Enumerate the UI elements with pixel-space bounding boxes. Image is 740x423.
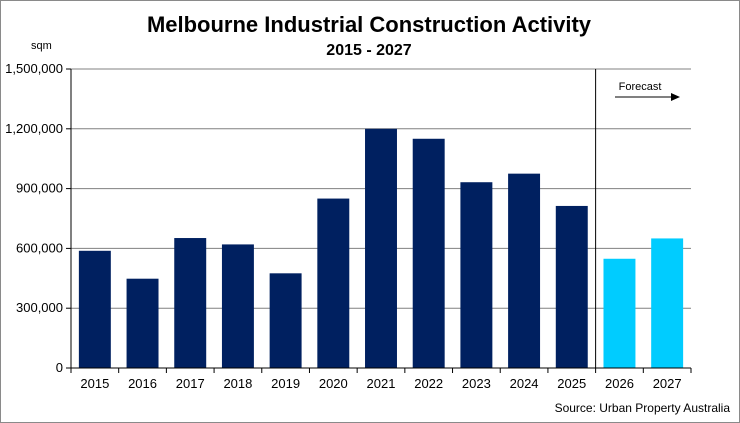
bar-2026: [603, 258, 636, 368]
x-tick-label: 2017: [176, 376, 205, 391]
x-tick-label: 2019: [271, 376, 300, 391]
y-tick-labels: 0 300,000 600,000 900,000 1,200,000 1,500,000: [5, 61, 63, 375]
y-axis-unit: sqm: [31, 40, 52, 52]
bar-2022: [412, 138, 445, 368]
y-tick-label: 1,200,000: [5, 121, 63, 136]
bar-2019: [269, 273, 302, 368]
x-tick-label: 2020: [319, 376, 348, 391]
bar-2016: [126, 278, 159, 368]
bar-2021: [365, 128, 397, 368]
y-tick-label: 900,000: [16, 181, 63, 196]
x-tick-label: 2022: [414, 376, 443, 391]
forecast-arrow-icon: [615, 93, 680, 101]
bar-2015: [78, 250, 111, 368]
y-tick-label: 600,000: [16, 240, 63, 255]
y-tick-label: 1,500,000: [5, 61, 63, 76]
x-tick-label: 2024: [510, 376, 539, 391]
x-tick-label: 2023: [462, 376, 491, 391]
x-tick-label: 2027: [653, 376, 682, 391]
x-tick-label: 2015: [80, 376, 109, 391]
forecast-label: Forecast: [619, 81, 662, 93]
bar-2025: [555, 205, 588, 368]
bars: [78, 128, 684, 368]
bar-2024: [508, 173, 541, 368]
x-tick-labels: 2015 2016 2017 2018 2019 2020 2021 2022 2023 2024…: [80, 376, 681, 391]
bar-2023: [460, 182, 493, 368]
y-tick-label: 0: [56, 360, 63, 375]
x-tick-label: 2025: [557, 376, 586, 391]
x-tick-label: 2018: [223, 376, 252, 391]
source-note: Source: Urban Property Australia: [555, 401, 731, 415]
bar-2020: [317, 198, 350, 368]
x-tick-label: 2016: [128, 376, 157, 391]
bar-2018: [221, 244, 254, 368]
axes: [70, 69, 691, 369]
x-tick-label: 2026: [605, 376, 634, 391]
y-tick-label: 300,000: [16, 300, 63, 315]
bar-2027: [651, 238, 684, 368]
x-tick-label: 2021: [367, 376, 396, 391]
chart-subtitle: 2015 - 2027: [326, 42, 412, 59]
bar-2017: [174, 238, 207, 368]
chart-title: Melbourne Industrial Construction Activi…: [147, 12, 592, 37]
